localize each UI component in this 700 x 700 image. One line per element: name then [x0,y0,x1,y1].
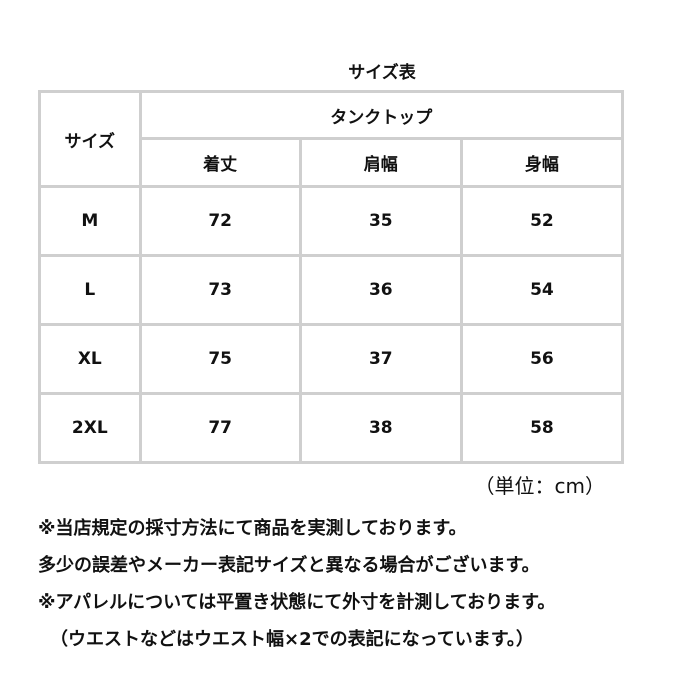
column-header: 着丈 [138,137,302,188]
note-line: ※当店規定の採寸方法にて商品を実測しております。 [38,518,467,539]
value-cell: 38 [298,392,463,464]
size-cell: XL [38,323,142,395]
note-line: ※アパレルについては平置き状態にて外寸を計測しております。 [38,592,556,613]
value-cell: 58 [459,392,625,464]
notes: ※当店規定の採寸方法にて商品を実測しております。 多少の誤差やメーカー表記サイズ… [38,510,555,658]
size-header: サイズ [38,90,142,188]
column-header: 肩幅 [298,137,463,188]
note-line: 多少の誤差やメーカー表記サイズと異なる場合がございます。 [38,555,540,576]
value-cell: 73 [138,254,302,326]
column-header: 身幅 [459,137,625,188]
table-row: M 72 35 52 [38,185,625,257]
value-cell: 54 [459,254,625,326]
value-cell: 77 [138,392,302,464]
value-cell: 56 [459,323,625,395]
value-cell: 36 [298,254,463,326]
table-row: L 73 36 54 [38,254,625,326]
unit-label: （単位：cm） [474,474,605,498]
size-cell: L [38,254,142,326]
value-cell: 72 [138,185,302,257]
size-table: サイズ タンクトップ 着丈 肩幅 身幅 M 72 35 52 L 73 36 5… [38,90,625,464]
size-cell: 2XL [38,392,142,464]
group-header: タンクトップ [138,90,625,140]
value-cell: 37 [298,323,463,395]
page-title: サイズ表 [348,63,416,83]
table-row: 2XL 77 38 58 [38,392,625,464]
value-cell: 52 [459,185,625,257]
size-cell: M [38,185,142,257]
note-line: （ウエストなどはウエスト幅×2での表記になっています。） [50,629,534,650]
table-row: XL 75 37 56 [38,323,625,395]
value-cell: 75 [138,323,302,395]
value-cell: 35 [298,185,463,257]
